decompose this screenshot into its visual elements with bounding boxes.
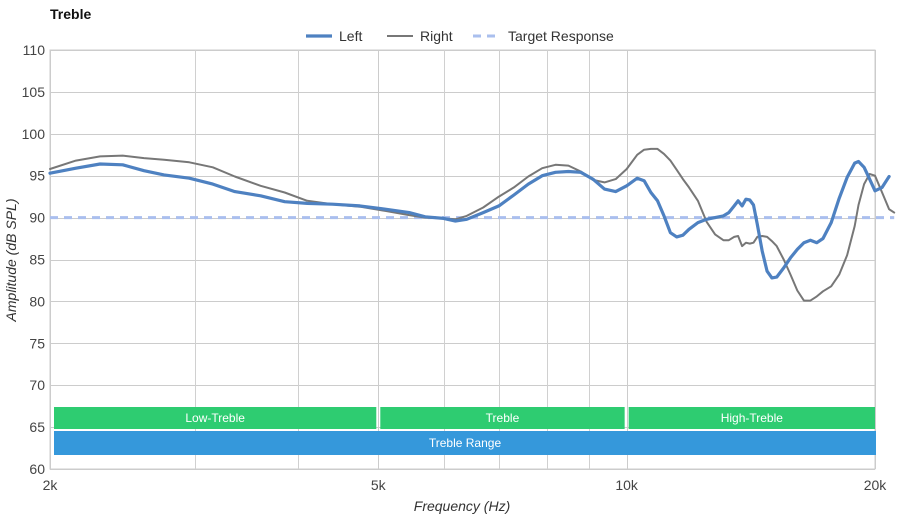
legend-label-target-response: Target Response bbox=[508, 28, 614, 44]
band-label: Low-Treble bbox=[185, 411, 245, 425]
band-low-treble bbox=[54, 407, 377, 429]
grid bbox=[49, 49, 876, 470]
y-axis-title: Amplitude (dB SPL) bbox=[3, 199, 19, 323]
band-label: Treble Range bbox=[429, 436, 502, 450]
x-axis-title: Frequency (Hz) bbox=[414, 498, 510, 514]
x-tick-label: 2k bbox=[43, 477, 59, 493]
band-treble bbox=[380, 407, 625, 429]
y-tick-label: 100 bbox=[22, 126, 46, 142]
x-tick-label: 5k bbox=[371, 477, 387, 493]
chart-title: Treble bbox=[50, 6, 91, 22]
y-tick-label: 70 bbox=[29, 377, 45, 393]
band-treble-range bbox=[54, 431, 876, 455]
y-tick-label: 65 bbox=[29, 419, 45, 435]
y-tick-label: 90 bbox=[29, 210, 45, 226]
y-tick-label: 80 bbox=[29, 293, 45, 309]
legend[interactable]: Left Right Target Response bbox=[306, 28, 614, 44]
axis-ticks: 60 65 70 75 80 85 90 95 100 105 110 2k 5k 10k 20k bbox=[22, 42, 888, 493]
y-tick-label: 75 bbox=[29, 335, 45, 351]
y-tick-label: 60 bbox=[29, 461, 45, 477]
legend-label-left: Left bbox=[339, 28, 362, 44]
series-line-left bbox=[48, 159, 891, 280]
legend-label-right: Right bbox=[420, 28, 453, 44]
x-tick-label: 10k bbox=[615, 477, 639, 493]
band-label: High-Treble bbox=[721, 411, 784, 425]
y-tick-label: 85 bbox=[29, 252, 45, 268]
series-line-right bbox=[49, 147, 896, 302]
y-tick-label: 110 bbox=[23, 42, 46, 58]
plot-frame bbox=[49, 49, 876, 470]
x-tick-label: 20k bbox=[864, 477, 888, 493]
y-tick-label: 105 bbox=[22, 84, 46, 100]
frequency-bands: Low-Treble Treble High-Treble Treble Range bbox=[54, 407, 876, 455]
series-lines bbox=[48, 147, 896, 302]
band-label: Treble bbox=[486, 411, 520, 425]
y-tick-label: 95 bbox=[29, 168, 45, 184]
band-high-treble bbox=[628, 407, 875, 429]
